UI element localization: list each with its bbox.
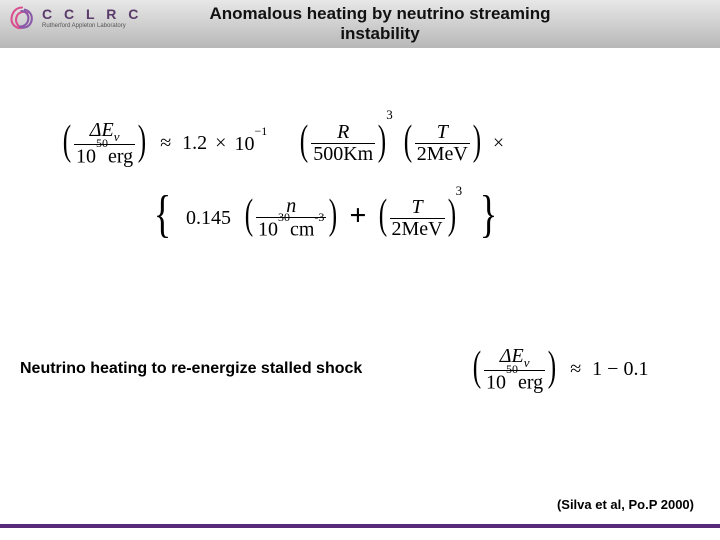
eq1-t-den: 2MeV <box>415 143 470 165</box>
title-line-1: Anomalous heating by neutrino streaming <box>210 4 551 23</box>
footer-line <box>0 524 720 528</box>
eq3-approx: ≈ <box>570 358 581 380</box>
eq1-r-num: R <box>337 121 349 143</box>
eq1-r-exp: 3 <box>386 107 393 122</box>
content-area: ( ΔEν 1050erg ) ≈ 1.2 × 10−1 ( R 500Km )… <box>0 48 720 540</box>
eq3-lhs-sub: ν <box>524 355 530 370</box>
eq1-trail-times: × <box>493 132 504 154</box>
logo: C C L R C Rutherford Appleton Laboratory <box>8 4 142 32</box>
equation-3: ( ΔEν 1050erg ) ≈ 1 − 0.1 <box>470 346 648 393</box>
eq2-n-den-exp: 30 <box>278 210 290 224</box>
citation: (Silva et al, Po.P 2000) <box>557 497 694 512</box>
eq2-n-den-base: 10 <box>258 219 278 241</box>
eq2-t-den: 2MeV <box>390 218 445 240</box>
eq1-lhs-sub: ν <box>114 129 120 144</box>
eq2-n-den-unit: cm <box>290 219 314 241</box>
eq2-n-den-unit-exp: -3 <box>314 210 324 224</box>
equation-1: ( ΔEν 1050erg ) ≈ 1.2 × 10−1 ( R 500Km )… <box>60 120 504 167</box>
caption: Neutrino heating to re-energize stalled … <box>20 360 362 378</box>
eq3-lhs-den-unit: erg <box>518 371 543 393</box>
eq2-plus: + <box>349 199 366 233</box>
logo-letters: C C L R C <box>42 7 142 21</box>
eq1-times: × <box>215 132 226 154</box>
equation-2: { 0.145 ( n 1030cm-3 ) + ( T 2MeV )3 } <box>150 196 501 241</box>
eq2-coeff: 0.145 <box>186 207 231 229</box>
eq1-ten: 10 <box>234 133 254 155</box>
eq1-lhs-den-unit: erg <box>108 145 133 167</box>
eq1-coeff: 1.2 <box>182 132 207 154</box>
eq1-lhs-den-base: 10 <box>76 145 96 167</box>
eq1-t-num: T <box>437 121 448 143</box>
title-line-2: instability <box>340 24 419 43</box>
eq2-t-num: T <box>412 196 423 218</box>
eq3-lhs-den-exp: 50 <box>506 362 518 376</box>
eq3-rhs: 1 − 0.1 <box>592 358 648 380</box>
eq2-t-exp: 3 <box>456 183 463 198</box>
eq1-ten-exp: −1 <box>254 124 267 138</box>
eq1-approx: ≈ <box>160 132 171 154</box>
logo-text: C C L R C Rutherford Appleton Laboratory <box>42 7 142 29</box>
swirl-icon <box>8 4 36 32</box>
header-bar: C C L R C Rutherford Appleton Laboratory… <box>0 0 720 48</box>
eq1-r-den: 500Km <box>311 143 375 165</box>
logo-subtitle: Rutherford Appleton Laboratory <box>42 23 142 29</box>
eq3-lhs-den-base: 10 <box>486 371 506 393</box>
eq1-lhs-den-exp: 50 <box>96 136 108 150</box>
